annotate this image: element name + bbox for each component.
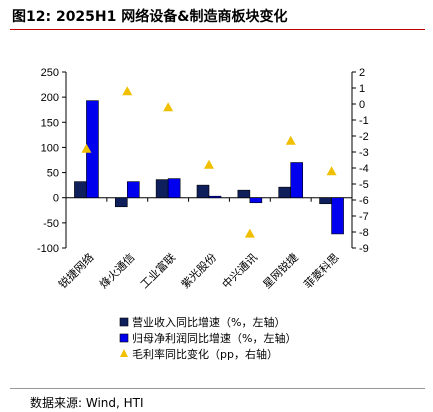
right-tick-label: -7 — [359, 211, 369, 223]
source-divider — [10, 388, 425, 389]
left-tick-label: 100 — [41, 142, 59, 154]
marker-point — [326, 166, 337, 176]
right-tick-label: 2 — [359, 67, 365, 79]
legend-swatch — [119, 317, 129, 327]
right-tick-label: 0 — [359, 99, 365, 111]
marker-point — [163, 102, 174, 112]
bar — [74, 181, 87, 199]
right-tick-label: -1 — [359, 115, 369, 127]
marker-point — [122, 86, 133, 96]
marker-point — [204, 159, 214, 169]
marker-point — [244, 228, 255, 238]
x-tick-label: 紫光股份 — [178, 250, 219, 291]
bar — [167, 178, 181, 199]
bar — [196, 184, 210, 199]
x-tick-label: 烽火通信 — [97, 251, 137, 291]
x-tick-label: 锐捷网络 — [56, 250, 97, 291]
left-tick-label: 200 — [41, 92, 59, 104]
left-tick-label: 0 — [53, 193, 59, 205]
bar — [237, 189, 251, 199]
bars — [74, 100, 344, 235]
right-tick-label: -9 — [359, 243, 369, 255]
bar — [331, 197, 344, 235]
bar — [126, 181, 140, 199]
right-tick-label: -6 — [359, 195, 369, 207]
right-tick-label: -2 — [359, 131, 369, 143]
bar — [114, 197, 128, 208]
legend: 营业收入同比增速（%，左轴） 归母净利润同比增速（%，左轴） 毛利率同比变化（pp，… — [119, 315, 296, 361]
bar — [208, 195, 222, 199]
markers — [81, 86, 337, 238]
legend-swatch — [120, 349, 128, 357]
left-tick-label: -100 — [37, 243, 59, 255]
x-tick-label: 中兴通讯 — [220, 251, 260, 291]
right-tick-label: -4 — [359, 163, 369, 175]
bar — [155, 179, 169, 199]
left-tick-label: -50 — [43, 218, 59, 230]
left-tick-label: 250 — [41, 67, 59, 79]
right-tick-label: -5 — [359, 179, 369, 191]
x-tick-label: 工业富联 — [137, 250, 178, 291]
x-tick-label: 菲菱科思 — [301, 250, 342, 291]
left-tick-label: 50 — [47, 168, 59, 180]
source-note: 数据来源: Wind, HTI — [30, 396, 144, 410]
right-tick-label: -8 — [359, 227, 369, 239]
x-tick-label: 星网锐捷 — [260, 250, 301, 291]
bar — [290, 162, 304, 199]
bar — [319, 197, 332, 205]
left-tick-label: 150 — [41, 117, 59, 129]
legend-label: 营业收入同比增速（%，左轴） — [132, 315, 285, 329]
legend-label: 毛利率同比变化（pp，右轴） — [132, 347, 278, 361]
legend-label: 归母净利润同比增速（%，左轴） — [132, 331, 296, 345]
right-tick-label: 1 — [359, 83, 365, 95]
marker-point — [81, 143, 92, 153]
bar — [278, 186, 292, 199]
title-underline — [10, 29, 425, 30]
bar — [249, 197, 263, 204]
chart-title: 图12: 2025H1 网络设备&制造商板块变化 — [12, 9, 288, 25]
x-tick-labels: 锐捷网络 烽火通信 工业富联 紫光股份 中兴通讯 星网锐捷 菲菱科思 — [56, 250, 342, 291]
legend-swatch — [119, 333, 129, 343]
right-tick-label: -3 — [359, 147, 369, 159]
marker-point — [285, 135, 296, 145]
